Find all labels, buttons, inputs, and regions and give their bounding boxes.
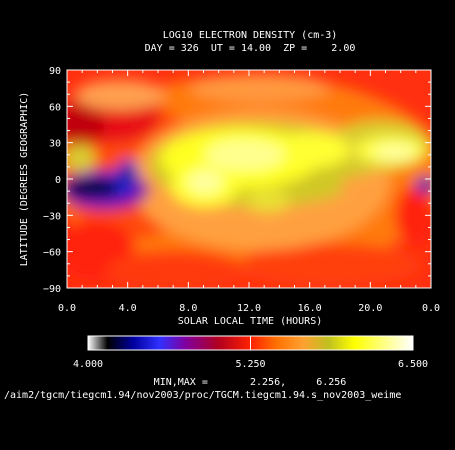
colorbar-label: 4.000	[73, 359, 103, 370]
y-tick-label: 30	[49, 139, 61, 150]
y-axis-ticks	[67, 69, 431, 289]
colorbar-label: 5.250	[235, 359, 265, 370]
x-tick-label: 0.0	[58, 303, 76, 314]
y-tick-label: 90	[49, 66, 61, 77]
y-tick-labels: 90 60 30 0 −30 −60 −90	[43, 66, 61, 295]
y-tick-label: −90	[43, 284, 61, 295]
colorbar-label: 6.500	[398, 359, 428, 370]
x-tick-label: 0.0	[422, 303, 440, 314]
chart-title: LOG10 ELECTRON DENSITY (cm-3)	[162, 30, 338, 41]
y-tick-label: −60	[43, 248, 61, 259]
heatmap-field	[67, 70, 431, 288]
x-tick-labels: 0.0 4.0 8.0 12.0 16.0 20.0 0.0	[58, 303, 440, 314]
x-tick-label: 16.0	[298, 303, 322, 314]
x-tick-label: 4.0	[119, 303, 137, 314]
colorbar-labels: 4.000 5.250 6.500	[73, 359, 428, 370]
x-axis-label: SOLAR LOCAL TIME (HOURS)	[178, 316, 323, 327]
chart-subtitle: DAY = 326 UT = 14.00 ZP = 2.00	[144, 43, 356, 54]
y-axis-label: LATITUDE (DEGREES GEOGRAPHIC)	[19, 92, 30, 267]
file-path: /aim2/tgcm/tiegcm1.94/nov2003/proc/TGCM.…	[4, 390, 402, 401]
min-max-readout: MIN,MAX = 2.256, 6.256	[153, 377, 347, 388]
x-axis-ticks	[66, 70, 432, 288]
x-tick-label: 8.0	[179, 303, 197, 314]
y-tick-label: 0	[55, 175, 61, 186]
x-tick-label: 12.0	[237, 303, 261, 314]
x-tick-label: 20.0	[358, 303, 382, 314]
y-tick-label: 60	[49, 102, 61, 113]
y-tick-label: −30	[43, 211, 61, 222]
